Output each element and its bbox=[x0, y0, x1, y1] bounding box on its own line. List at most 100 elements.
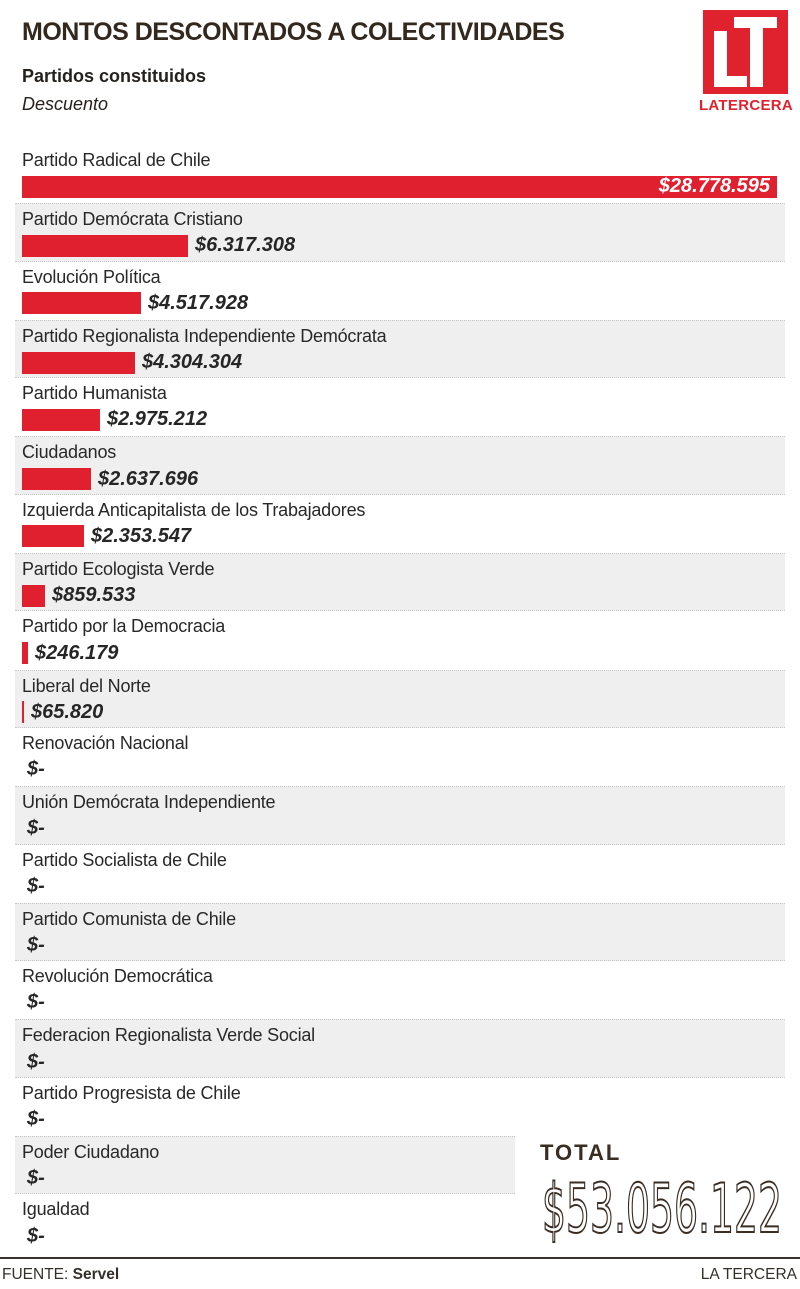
bar-line: $28.778.595 bbox=[22, 175, 785, 198]
bar-line: $- bbox=[22, 1051, 785, 1073]
value-label: $2.637.696 bbox=[98, 467, 199, 490]
party-row: Liberal del Norte $65.820 bbox=[15, 669, 785, 728]
party-label: Unión Demócrata Independiente bbox=[22, 792, 276, 813]
value-bar bbox=[22, 234, 188, 257]
bar-line: $859.533 bbox=[22, 584, 785, 607]
source-name: Servel bbox=[72, 1266, 120, 1283]
value-label: $2.353.547 bbox=[91, 524, 192, 547]
value-bar bbox=[22, 468, 91, 491]
party-label: Partido Socialista de Chile bbox=[22, 849, 227, 870]
value-label: $4.304.304 bbox=[142, 351, 243, 374]
value-bar: $28.778.595 bbox=[22, 175, 777, 198]
party-row: Partido Humanista $2.975.212 bbox=[15, 378, 785, 436]
party-label: Partido por la Democracia bbox=[22, 616, 226, 637]
party-label: Evolución Política bbox=[22, 266, 161, 287]
party-row: Partido Regionalista Independiente Demóc… bbox=[15, 319, 785, 379]
total-value-text: $53.056.122 bbox=[542, 1170, 782, 1249]
party-row: Partido Progresista de Chile $- bbox=[15, 1078, 785, 1136]
chart-subtitle: Partidos constituidos bbox=[22, 66, 207, 86]
value-label: $- bbox=[27, 934, 45, 957]
value-label: $- bbox=[27, 817, 45, 840]
party-row: Partido Comunista de Chile $- bbox=[15, 902, 785, 962]
value-bar bbox=[22, 525, 84, 548]
bar-line: $4.304.304 bbox=[22, 351, 785, 374]
bar-line: $- bbox=[22, 1167, 515, 1190]
value-bar bbox=[22, 408, 100, 431]
logo-wordmark: LATERCERA bbox=[698, 97, 794, 114]
party-label: Revolución Democrática bbox=[22, 966, 213, 987]
value-label: $- bbox=[27, 1167, 45, 1190]
party-row: Revolución Democrática $- bbox=[15, 961, 785, 1019]
total-value-figure: $53.056.122 bbox=[541, 1169, 783, 1250]
party-label: Partido Regionalista Independiente Demóc… bbox=[22, 325, 387, 346]
value-label: $28.778.595 bbox=[658, 175, 770, 198]
value-bar bbox=[22, 642, 28, 665]
party-label: Liberal del Norte bbox=[22, 675, 151, 696]
party-label: Renovación Nacional bbox=[22, 732, 189, 753]
bar-line: $4.517.928 bbox=[22, 291, 785, 315]
party-row: Ciudadanos $2.637.696 bbox=[15, 436, 785, 495]
party-row: Renovación Nacional $- bbox=[15, 728, 785, 786]
total-label: TOTAL bbox=[540, 1140, 622, 1165]
la-tercera-logo bbox=[703, 10, 788, 94]
value-bar bbox=[22, 292, 141, 315]
total-value: $53.056.122 bbox=[540, 1169, 788, 1255]
party-row: Igualdad $- bbox=[15, 1194, 785, 1252]
bar-line: $- bbox=[22, 817, 785, 840]
party-row: Partido Radical de Chile $28.778.595 bbox=[15, 145, 785, 203]
party-row: Partido por la Democracia $246.179 bbox=[15, 611, 785, 669]
value-bar bbox=[22, 701, 24, 724]
party-label: Izquierda Anticapitalista de los Trabaja… bbox=[22, 499, 366, 520]
party-row: Federacion Regionalista Verde Social $- bbox=[15, 1019, 785, 1078]
party-label: Partido Progresista de Chile bbox=[22, 1082, 241, 1103]
bar-line: $- bbox=[22, 758, 785, 781]
logo-letter-t-icon bbox=[749, 16, 763, 88]
party-label: Igualdad bbox=[22, 1199, 90, 1220]
source-note: FUENTE: Servel bbox=[2, 1266, 119, 1284]
party-label: Partido Demócrata Cristiano bbox=[22, 209, 243, 230]
party-label: Partido Humanista bbox=[22, 383, 167, 404]
party-label: Partido Ecologista Verde bbox=[22, 559, 215, 580]
party-row: Partido Ecologista Verde $859.533 bbox=[15, 553, 785, 612]
party-label: Ciudadanos bbox=[22, 442, 117, 463]
value-label: $65.820 bbox=[31, 700, 104, 723]
value-label: $- bbox=[27, 1224, 45, 1247]
party-label: Partido Comunista de Chile bbox=[22, 908, 236, 929]
axis-label-descuento: Descuento bbox=[22, 94, 109, 114]
value-label: $- bbox=[27, 1050, 45, 1073]
credit-note: LA TERCERA bbox=[700, 1266, 797, 1283]
bar-chart: Partido Radical de Chile $28.778.595 Par… bbox=[15, 145, 785, 1253]
value-label: $246.179 bbox=[35, 641, 119, 664]
bar-line: $- bbox=[22, 934, 785, 957]
value-label: $6.317.308 bbox=[195, 234, 296, 257]
value-bar bbox=[22, 351, 135, 374]
page-title: MONTOS DESCONTADOS A COLECTIVIDADES bbox=[22, 18, 565, 46]
party-row: Izquierda Anticapitalista de los Trabaja… bbox=[15, 495, 785, 553]
value-label: $- bbox=[27, 991, 45, 1014]
value-label: $2.975.212 bbox=[107, 408, 208, 431]
party-label: Partido Radical de Chile bbox=[22, 150, 211, 170]
logo-letter-l-icon bbox=[714, 76, 748, 88]
bar-line: $6.317.308 bbox=[22, 234, 785, 257]
bar-line: $246.179 bbox=[22, 641, 785, 665]
bar-line: $- bbox=[22, 1108, 785, 1130]
value-label: $- bbox=[27, 874, 45, 897]
footer-divider bbox=[0, 1257, 800, 1259]
bar-line: $- bbox=[22, 991, 785, 1014]
bar-line: $- bbox=[22, 875, 785, 897]
party-row: Partido Socialista de Chile $- bbox=[15, 845, 785, 903]
value-label: $- bbox=[27, 1107, 45, 1130]
bar-line: $65.820 bbox=[22, 700, 785, 724]
value-label: $4.517.928 bbox=[148, 291, 249, 314]
bar-line: $2.637.696 bbox=[22, 467, 785, 491]
value-label: $859.533 bbox=[52, 584, 136, 607]
party-label: Poder Ciudadano bbox=[22, 1142, 160, 1163]
party-label: Federacion Regionalista Verde Social bbox=[22, 1025, 315, 1046]
value-label: $- bbox=[27, 758, 45, 781]
party-row: Evolución Política $4.517.928 bbox=[15, 262, 785, 320]
bar-line: $- bbox=[22, 1225, 785, 1247]
value-bar bbox=[22, 584, 45, 607]
bar-line: $2.353.547 bbox=[22, 524, 785, 548]
party-row: Unión Demócrata Independiente $- bbox=[15, 786, 785, 845]
source-label: FUENTE: bbox=[2, 1266, 69, 1283]
